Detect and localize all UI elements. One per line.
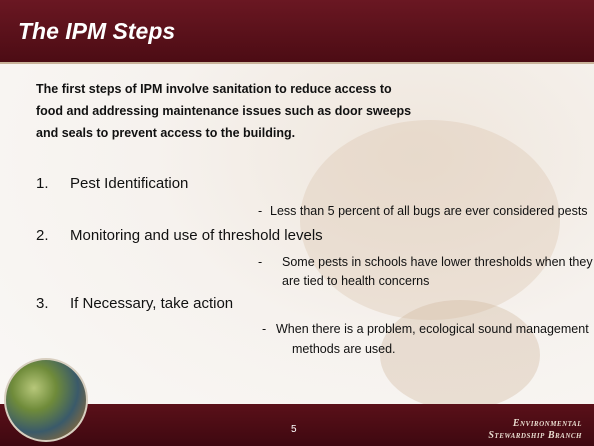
- logo-image: [4, 358, 88, 442]
- sub-text: are tied to health concerns: [282, 274, 429, 288]
- sub-dash: -: [258, 255, 262, 269]
- org-name: Environmental: [513, 418, 582, 429]
- sub-text: Some pests in schools have lower thresho…: [282, 255, 593, 269]
- sub-text: methods are used.: [292, 342, 396, 356]
- title-bar: The IPM Steps: [0, 0, 594, 64]
- sub-text: Less than 5 percent of all bugs are ever…: [270, 204, 588, 218]
- sub-dash: -: [258, 204, 262, 218]
- intro-line: and seals to prevent access to the build…: [36, 126, 295, 140]
- item-text: Pest Identification: [70, 175, 188, 192]
- item-number: 3.: [36, 295, 49, 312]
- background-image: [300, 120, 560, 320]
- sub-text: When there is a problem, ecological soun…: [276, 322, 589, 336]
- slide-title: The IPM Steps: [18, 18, 175, 45]
- background-image: [380, 300, 540, 410]
- sub-dash: -: [262, 322, 266, 336]
- item-text: Monitoring and use of threshold levels: [70, 227, 323, 244]
- intro-line: food and addressing maintenance issues s…: [36, 104, 411, 118]
- org-name: Stewardship Branch: [488, 430, 582, 441]
- item-number: 2.: [36, 227, 49, 244]
- item-text: If Necessary, take action: [70, 295, 233, 312]
- page-number: 5: [291, 424, 297, 435]
- item-number: 1.: [36, 175, 49, 192]
- slide: The IPM Steps The first steps of IPM inv…: [0, 0, 594, 446]
- intro-line: The first steps of IPM involve sanitatio…: [36, 82, 392, 96]
